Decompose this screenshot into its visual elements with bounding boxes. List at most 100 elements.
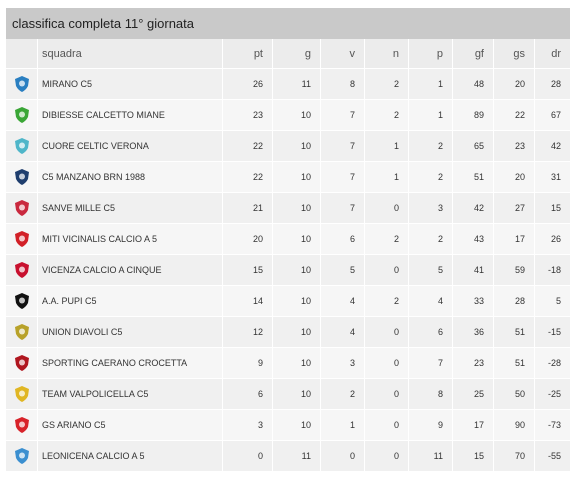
stat-gf: 65	[453, 131, 494, 162]
stat-p: 5	[409, 255, 453, 286]
stat-n: 0	[365, 410, 409, 441]
stat-gf: 17	[453, 410, 494, 441]
table-row[interactable]: LEONICENA CALCIO A 5 0 11 0 0 11 15 70 -55	[6, 441, 570, 472]
team-logo-cell	[6, 317, 38, 348]
team-name[interactable]: GS ARIANO C5	[38, 410, 223, 441]
stat-v: 7	[321, 162, 365, 193]
team-name[interactable]: SPORTING CAERANO CROCETTA	[38, 348, 223, 379]
stat-v: 1	[321, 410, 365, 441]
stat-gf: 51	[453, 162, 494, 193]
team-logo-cell	[6, 131, 38, 162]
stat-dr: -73	[535, 410, 570, 441]
stat-gf: 42	[453, 193, 494, 224]
stat-v: 2	[321, 379, 365, 410]
union-diavoli-c5-logo-icon	[14, 324, 29, 340]
stat-n: 0	[365, 193, 409, 224]
team-name[interactable]: CUORE CELTIC VERONA	[38, 131, 223, 162]
stat-pt: 6	[223, 379, 273, 410]
stat-gs: 17	[494, 224, 535, 255]
header-v[interactable]: v	[321, 39, 365, 69]
stat-gs: 20	[494, 69, 535, 100]
stat-pt: 15	[223, 255, 273, 286]
table-row[interactable]: A.A. PUPI C5 14 10 4 2 4 33 28 5	[6, 286, 570, 317]
team-logo-cell	[6, 100, 38, 131]
stat-gs: 51	[494, 317, 535, 348]
stat-gf: 36	[453, 317, 494, 348]
team-name[interactable]: DIBIESSE CALCETTO MIANE	[38, 100, 223, 131]
stat-g: 10	[273, 410, 321, 441]
team-logo-cell	[6, 286, 38, 317]
header-g[interactable]: g	[273, 39, 321, 69]
stat-pt: 3	[223, 410, 273, 441]
stat-g: 10	[273, 193, 321, 224]
header-dr[interactable]: dr	[535, 39, 570, 69]
stat-gf: 15	[453, 441, 494, 472]
team-name[interactable]: VICENZA CALCIO A CINQUE	[38, 255, 223, 286]
table-row[interactable]: C5 MANZANO BRN 1988 22 10 7 1 2 51 20 31	[6, 162, 570, 193]
stat-g: 10	[273, 317, 321, 348]
stat-gs: 23	[494, 131, 535, 162]
table-row[interactable]: MITI VICINALIS CALCIO A 5 20 10 6 2 2 43 17 26	[6, 224, 570, 255]
header-p[interactable]: p	[409, 39, 453, 69]
stat-gs: 27	[494, 193, 535, 224]
stat-g: 11	[273, 441, 321, 472]
table-row[interactable]: SANVE MILLE C5 21 10 7 0 3 42 27 15	[6, 193, 570, 224]
table-row[interactable]: TEAM VALPOLICELLA C5 6 10 2 0 8 25 50 -25	[6, 379, 570, 410]
stat-p: 2	[409, 131, 453, 162]
stat-v: 4	[321, 286, 365, 317]
table-row[interactable]: GS ARIANO C5 3 10 1 0 9 17 90 -73	[6, 410, 570, 441]
table-row[interactable]: DIBIESSE CALCETTO MIANE 23 10 7 2 1 89 22 67	[6, 100, 570, 131]
stat-g: 10	[273, 100, 321, 131]
stat-gf: 25	[453, 379, 494, 410]
stat-n: 2	[365, 224, 409, 255]
team-name[interactable]: SANVE MILLE C5	[38, 193, 223, 224]
stat-p: 4	[409, 286, 453, 317]
team-name[interactable]: MIRANO C5	[38, 69, 223, 100]
stat-g: 10	[273, 286, 321, 317]
team-name[interactable]: C5 MANZANO BRN 1988	[38, 162, 223, 193]
stat-gs: 90	[494, 410, 535, 441]
stat-n: 0	[365, 317, 409, 348]
stat-v: 5	[321, 255, 365, 286]
table-row[interactable]: VICENZA CALCIO A CINQUE 15 10 5 0 5 41 59 -18	[6, 255, 570, 286]
stat-dr: -18	[535, 255, 570, 286]
sanve-mille-c5-logo-icon	[14, 200, 29, 216]
table-row[interactable]: UNION DIAVOLI C5 12 10 4 0 6 36 51 -15	[6, 317, 570, 348]
standings-table: squadra pt g v n p gf gs dr MIRANO C5 26 1…	[6, 39, 570, 472]
stat-g: 10	[273, 131, 321, 162]
stat-gs: 70	[494, 441, 535, 472]
stat-v: 7	[321, 100, 365, 131]
stat-p: 9	[409, 410, 453, 441]
header-n[interactable]: n	[365, 39, 409, 69]
stat-p: 8	[409, 379, 453, 410]
stat-p: 6	[409, 317, 453, 348]
stat-n: 0	[365, 255, 409, 286]
stat-g: 11	[273, 69, 321, 100]
table-row[interactable]: MIRANO C5 26 11 8 2 1 48 20 28	[6, 69, 570, 100]
header-pt[interactable]: pt	[223, 39, 273, 69]
team-name[interactable]: LEONICENA CALCIO A 5	[38, 441, 223, 472]
header-gf[interactable]: gf	[453, 39, 494, 69]
mirano-c5-logo-icon	[14, 76, 29, 92]
stat-gf: 23	[453, 348, 494, 379]
stat-dr: 26	[535, 224, 570, 255]
team-name[interactable]: A.A. PUPI C5	[38, 286, 223, 317]
team-logo-cell	[6, 193, 38, 224]
stat-p: 1	[409, 100, 453, 131]
header-gs[interactable]: gs	[494, 39, 535, 69]
stat-g: 10	[273, 348, 321, 379]
standings-header: squadra pt g v n p gf gs dr	[6, 39, 570, 69]
header-team[interactable]: squadra	[38, 39, 223, 69]
team-name[interactable]: UNION DIAVOLI C5	[38, 317, 223, 348]
table-row[interactable]: SPORTING CAERANO CROCETTA 9 10 3 0 7 23 51 -28	[6, 348, 570, 379]
stat-v: 0	[321, 441, 365, 472]
table-row[interactable]: CUORE CELTIC VERONA 22 10 7 1 2 65 23 42	[6, 131, 570, 162]
team-name[interactable]: TEAM VALPOLICELLA C5	[38, 379, 223, 410]
stat-p: 2	[409, 224, 453, 255]
stat-dr: -55	[535, 441, 570, 472]
team-logo-cell	[6, 379, 38, 410]
stat-dr: 15	[535, 193, 570, 224]
team-name[interactable]: MITI VICINALIS CALCIO A 5	[38, 224, 223, 255]
team-logo-cell	[6, 224, 38, 255]
stat-n: 0	[365, 441, 409, 472]
